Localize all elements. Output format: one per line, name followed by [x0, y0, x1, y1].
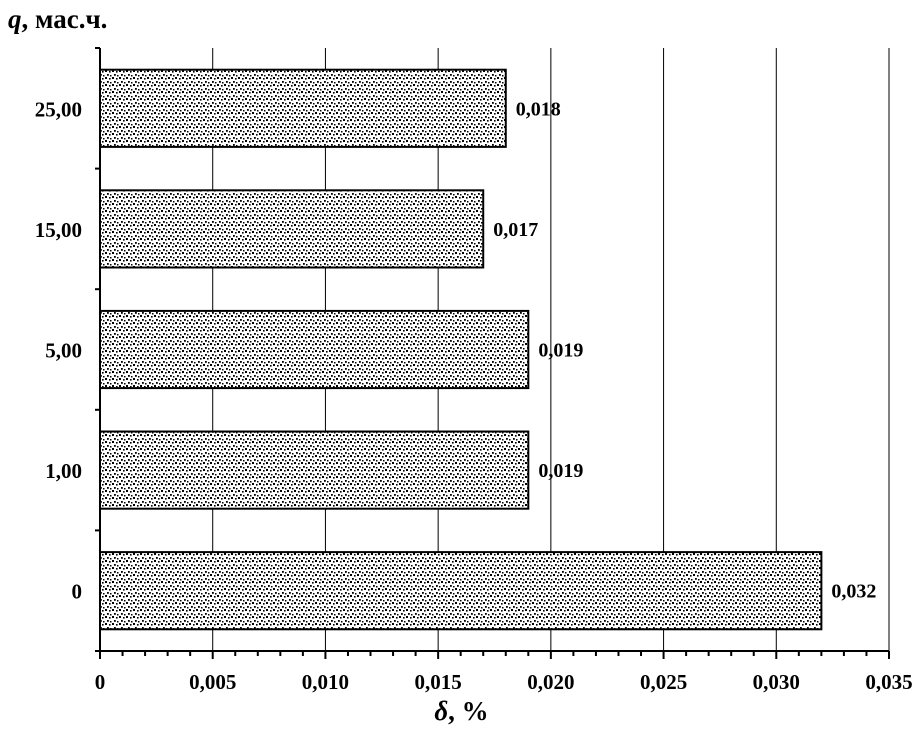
- y-axis-symbol: q: [8, 4, 22, 34]
- y-tick-label: 15,00: [35, 218, 82, 242]
- x-tick-label: 0,015: [415, 670, 462, 694]
- bar: [99, 309, 530, 390]
- data-label: 0,018: [516, 98, 561, 120]
- y-axis-unit: , мас.ч.: [21, 4, 108, 34]
- bars: [99, 68, 823, 631]
- x-tick-label: 0,035: [865, 670, 912, 694]
- y-tick-label: 5,00: [45, 339, 82, 363]
- x-axis-title: δ, %: [0, 696, 923, 727]
- y-tick-label: 25,00: [35, 97, 82, 121]
- bar: [99, 189, 485, 269]
- x-tick-label: 0,025: [640, 670, 687, 694]
- x-tick-label: 0,030: [753, 670, 800, 694]
- bar: [99, 430, 530, 510]
- labels: 0,032 0 0,019 1,00 0,019 5,00 0,017 15,00 0,018 2…: [35, 97, 913, 694]
- axes: [95, 47, 890, 659]
- data-label: 0,017: [493, 219, 538, 241]
- x-tick-label: 0: [95, 670, 106, 694]
- data-label: 0,019: [538, 340, 583, 362]
- bar: [99, 551, 823, 631]
- x-tick-label: 0,020: [527, 670, 574, 694]
- y-axis-title: q, мас.ч.: [8, 4, 107, 35]
- y-tick-label: 1,00: [45, 459, 82, 483]
- x-tick-label: 0,010: [302, 670, 349, 694]
- data-label: 0,019: [538, 460, 583, 482]
- x-axis-symbol: δ: [434, 696, 449, 726]
- data-label: 0,032: [831, 581, 876, 603]
- bar: [99, 68, 507, 148]
- x-tick-label: 0,005: [189, 670, 236, 694]
- y-tick-label: 0: [72, 580, 83, 604]
- x-axis-unit: , %: [448, 696, 489, 726]
